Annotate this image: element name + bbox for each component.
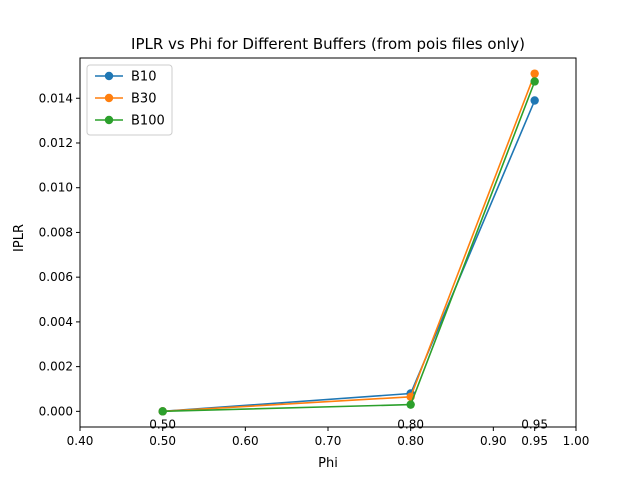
legend-marker-b10 — [104, 71, 114, 81]
x-tick-label: 0.80 — [397, 434, 424, 448]
point-annotation: 0.80 — [397, 417, 424, 431]
chart-title: IPLR vs Phi for Different Buffers (from … — [131, 35, 525, 53]
x-tick-label: 1.00 — [563, 434, 590, 448]
data-point-b100 — [406, 400, 415, 409]
point-annotation: 0.50 — [149, 417, 176, 431]
y-tick-label: 0.012 — [39, 136, 73, 150]
point-annotation: 0.95 — [521, 417, 548, 431]
data-point-b100 — [158, 407, 167, 416]
y-tick-label: 0.004 — [39, 315, 73, 329]
data-point-b100 — [530, 77, 539, 86]
y-tick-label: 0.000 — [39, 404, 73, 418]
legend-label-b30: B30 — [131, 92, 156, 107]
legend-label-b100: B100 — [131, 114, 165, 129]
legend-marker-b100 — [104, 115, 114, 125]
y-tick-label: 0.014 — [39, 91, 73, 105]
x-tick-label: 0.90 — [480, 434, 507, 448]
y-tick-label: 0.006 — [39, 270, 73, 284]
x-tick-label: 0.40 — [67, 434, 94, 448]
y-axis-label: IPLR — [12, 224, 27, 252]
data-point-b30 — [530, 69, 539, 78]
x-tick-label: 0.60 — [232, 434, 259, 448]
y-tick-label: 0.010 — [39, 181, 73, 195]
x-tick-label: 0.95 — [521, 434, 548, 448]
x-tick-label: 0.50 — [149, 434, 176, 448]
data-point-b10 — [530, 96, 539, 105]
legend: B10 B30 B100 — [86, 64, 173, 136]
x-axis-label: Phi — [318, 456, 338, 471]
legend-label-b10: B10 — [131, 70, 156, 85]
y-tick-label: 0.002 — [39, 360, 73, 374]
legend-marker-b30 — [104, 93, 114, 103]
x-tick-label: 0.70 — [315, 434, 342, 448]
y-tick-label: 0.008 — [39, 225, 73, 239]
plot-area: 0.40 0.50 0.60 0.70 0.80 0.90 0.95 1.00 0.000 0.0… — [39, 57, 590, 448]
